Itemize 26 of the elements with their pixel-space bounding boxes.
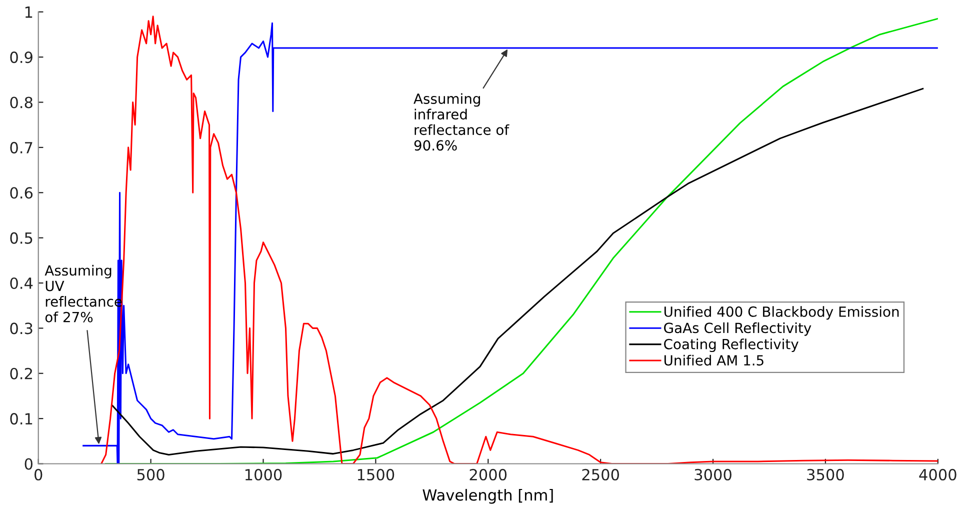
y-tick-label: 0.6	[10, 187, 33, 199]
x-tick-label: 4000	[919, 468, 956, 480]
annotation: Assuming infrared reflectance of 90.6%	[414, 93, 510, 151]
y-tick-label: 0.3	[10, 322, 32, 334]
legend-label: Coating Reflectivity	[664, 338, 798, 352]
legend-label: Unified AM 1.5	[664, 354, 764, 366]
y-tick-label: 0.8	[10, 96, 32, 108]
x-tick-label: 3000	[694, 468, 732, 480]
legend-label: Unified 400 C Blackbody Emission	[664, 306, 899, 320]
x-tick-label: 2000	[470, 468, 507, 480]
x-tick-label: 2500	[582, 468, 619, 480]
y-tick-label: 0.2	[10, 368, 32, 380]
x-tick-label: 1500	[358, 468, 394, 480]
y-tick-label: 0.1	[10, 413, 32, 425]
y-tick-label: 1	[25, 6, 32, 18]
y-tick-label: 0.9	[10, 52, 32, 64]
x-axis-title: Wavelength [nm]	[422, 488, 553, 504]
x-tick-label: 3500	[807, 468, 844, 480]
x-tick-label: 500	[137, 468, 164, 480]
legend-label: GaAs Cell Reflectivity	[664, 322, 812, 336]
y-tick-label: 0.5	[10, 232, 32, 244]
x-tick-label: 0	[34, 468, 42, 480]
x-tick-label: 1000	[245, 468, 282, 480]
y-tick-label: 0	[24, 458, 32, 470]
y-tick-label: 0.4	[10, 277, 33, 290]
y-tick-label: 0.7	[10, 142, 32, 154]
